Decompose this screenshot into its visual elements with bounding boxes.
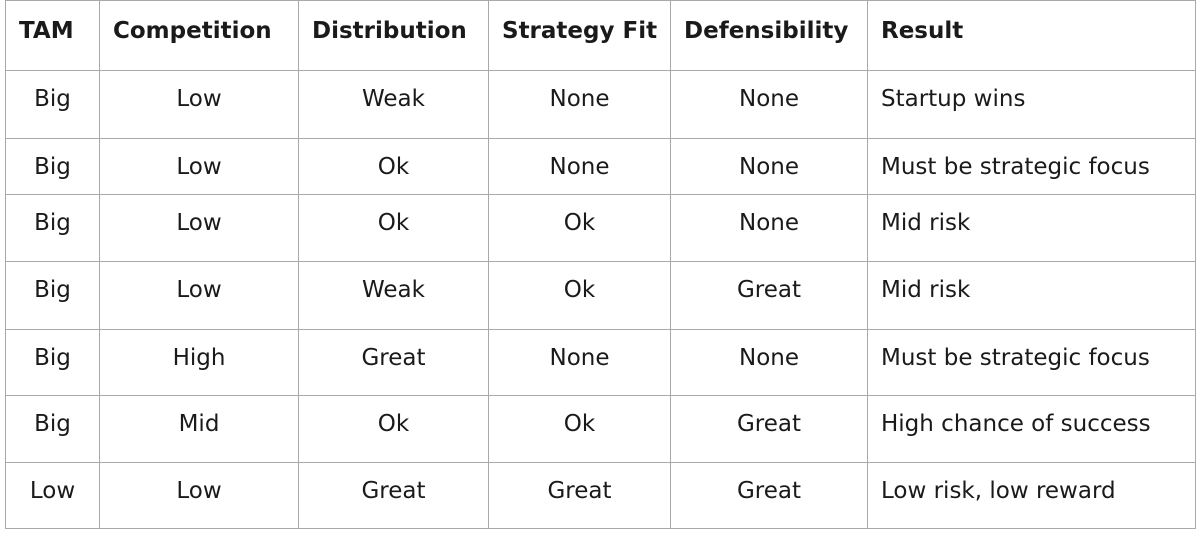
cell-strategy-fit: None: [488, 138, 671, 195]
header-distribution: Distribution: [298, 0, 489, 71]
cell-defensibility: None: [670, 329, 868, 396]
cell-result: Mid risk: [867, 261, 1196, 330]
cell-defensibility: None: [670, 138, 868, 195]
cell-defensibility: None: [670, 70, 868, 139]
cell-competition: Low: [99, 194, 299, 262]
cell-tam: Low: [5, 462, 100, 529]
cell-result: Startup wins: [867, 70, 1196, 139]
cell-tam: Big: [5, 395, 100, 463]
table-row: Low Low Great Great Great Low risk, low …: [5, 462, 1196, 529]
cell-distribution: Great: [298, 462, 489, 529]
cell-competition: Low: [99, 462, 299, 529]
cell-result: Must be strategic focus: [867, 138, 1196, 195]
cell-result: Low risk, low reward: [867, 462, 1196, 529]
table-row: Big High Great None None Must be strateg…: [5, 329, 1196, 396]
cell-result: Must be strategic focus: [867, 329, 1196, 396]
cell-strategy-fit: None: [488, 329, 671, 396]
cell-defensibility: Great: [670, 395, 868, 463]
table-row: Big Low Ok Ok None Mid risk: [5, 194, 1196, 262]
table-row: Big Low Ok None None Must be strategic f…: [5, 138, 1196, 195]
cell-strategy-fit: Ok: [488, 194, 671, 262]
table-row: Big Low Weak None None Startup wins: [5, 70, 1196, 139]
table-row: Big Low Weak Ok Great Mid risk: [5, 261, 1196, 330]
header-competition: Competition: [99, 0, 299, 71]
cell-result: Mid risk: [867, 194, 1196, 262]
header-result: Result: [867, 0, 1196, 71]
header-tam: TAM: [5, 0, 100, 71]
header-defensibility: Defensibility: [670, 0, 868, 71]
cell-competition: Low: [99, 261, 299, 330]
cell-tam: Big: [5, 70, 100, 139]
cell-strategy-fit: Ok: [488, 261, 671, 330]
table-container: TAM Competition Distribution Strategy Fi…: [5, 0, 1196, 530]
cell-competition: Low: [99, 138, 299, 195]
cell-distribution: Ok: [298, 194, 489, 262]
cell-tam: Big: [5, 194, 100, 262]
cell-distribution: Great: [298, 329, 489, 396]
cell-result: High chance of success: [867, 395, 1196, 463]
cell-tam: Big: [5, 261, 100, 330]
cell-strategy-fit: Great: [488, 462, 671, 529]
header-strategy-fit: Strategy Fit: [488, 0, 671, 71]
cell-distribution: Weak: [298, 70, 489, 139]
cell-competition: Mid: [99, 395, 299, 463]
cell-defensibility: Great: [670, 462, 868, 529]
header-row: TAM Competition Distribution Strategy Fi…: [5, 0, 1196, 71]
cell-competition: High: [99, 329, 299, 396]
cell-distribution: Ok: [298, 395, 489, 463]
cell-distribution: Weak: [298, 261, 489, 330]
cell-defensibility: Great: [670, 261, 868, 330]
strategy-matrix-table: TAM Competition Distribution Strategy Fi…: [5, 0, 1196, 529]
cell-distribution: Ok: [298, 138, 489, 195]
cell-tam: Big: [5, 138, 100, 195]
cell-competition: Low: [99, 70, 299, 139]
cell-tam: Big: [5, 329, 100, 396]
cell-strategy-fit: Ok: [488, 395, 671, 463]
table-row: Big Mid Ok Ok Great High chance of succe…: [5, 395, 1196, 463]
cell-defensibility: None: [670, 194, 868, 262]
cell-strategy-fit: None: [488, 70, 671, 139]
